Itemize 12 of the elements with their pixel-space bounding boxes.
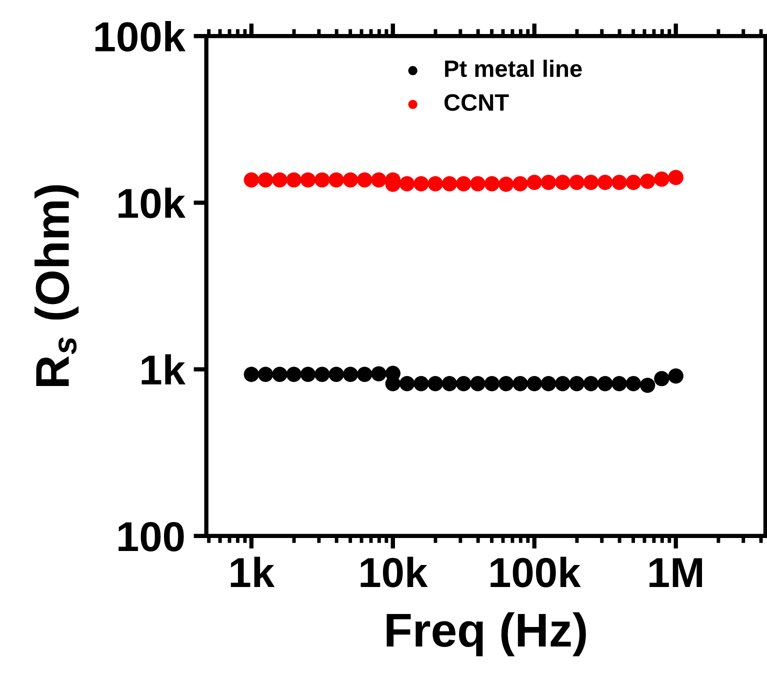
legend-label: CCNT	[444, 94, 509, 111]
x-tick-label: 1M	[650, 558, 702, 587]
x-tick-label: 10k	[360, 556, 428, 588]
y-axis-title: R$_{s}$ (Ohm)	[34, 185, 79, 386]
x-tick-label: 1k	[230, 556, 275, 587]
legend-label: Pt metal line	[445, 60, 582, 78]
y-tick-label: 1k	[142, 354, 186, 384]
y-tick-label: 10k	[118, 188, 186, 218]
y-tick-label: 100	[118, 522, 184, 552]
x-tick-label: 100k	[490, 556, 581, 588]
y-tick-label: 100k	[95, 20, 186, 52]
x-axis-title: Freq (Hz)	[386, 612, 586, 656]
